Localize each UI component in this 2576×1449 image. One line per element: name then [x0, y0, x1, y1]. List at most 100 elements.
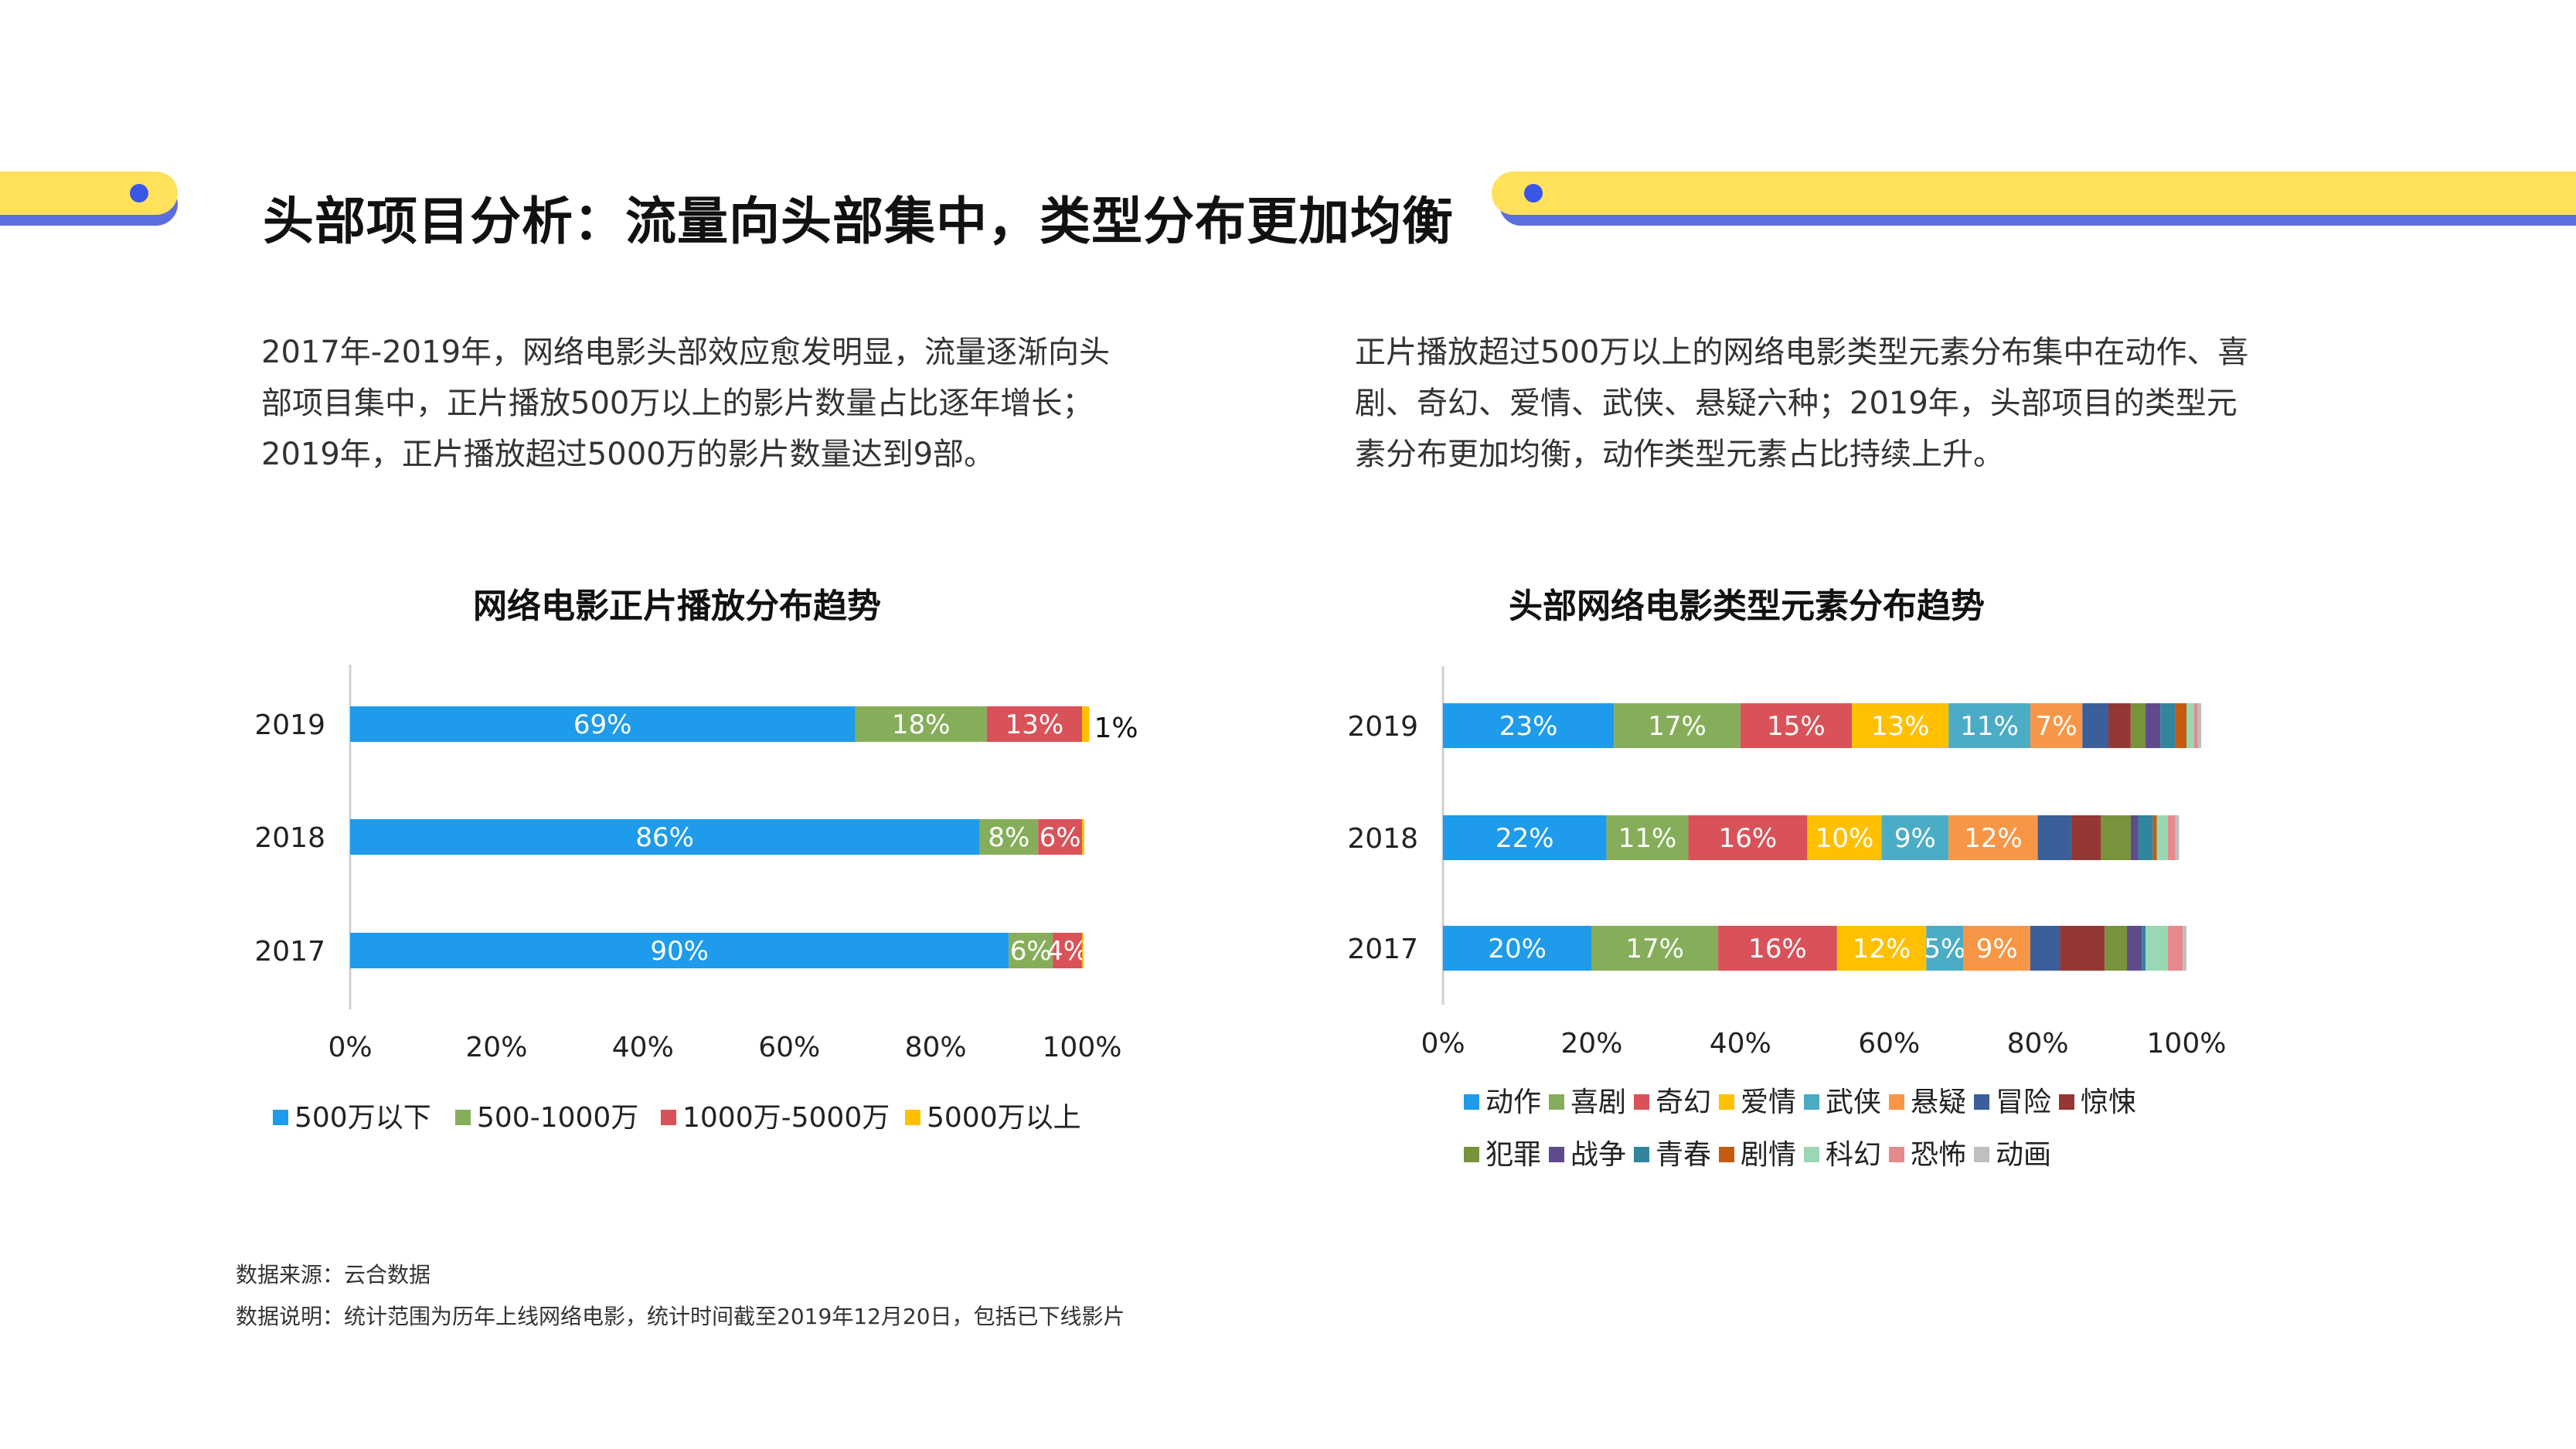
- bar-segment-2017-9: [2105, 926, 2128, 971]
- y-tick-label-2019: 2019: [1347, 711, 1418, 743]
- x-tick-label-5: 100%: [2147, 1028, 2227, 1060]
- legend-label-9: 犯罪: [1485, 1139, 1541, 1171]
- bar-segment-2017-1: [1443, 926, 1592, 971]
- bar-segment-2018-5: [1881, 815, 1949, 860]
- bar-segment-2017-14: [2167, 926, 2183, 971]
- legend-swatch-2: [1549, 1094, 1564, 1110]
- bar-segment-2017-10: [2127, 926, 2142, 971]
- bar-segment-2019-5: [1948, 703, 2030, 748]
- x-tick-label-2: 40%: [612, 1032, 674, 1063]
- playback-distribution-chart: 2019 69% 18% 13% 1%2018 86% 8% 6%2017 90% 6%4%0% 2…: [254, 665, 1138, 1134]
- data-label-2017-2: 6%: [1010, 936, 1052, 967]
- legend-label-5: 武侠: [1826, 1087, 1881, 1118]
- bar-segment-2019-1: [350, 706, 856, 742]
- legend-swatch-2: [455, 1110, 471, 1125]
- legend-swatch-1: [273, 1110, 288, 1125]
- bar-segment-2017-3: [1053, 933, 1082, 968]
- y-tick-label-2018: 2018: [1347, 823, 1418, 855]
- bar-segment-2019-10: [2146, 703, 2161, 748]
- bar-segment-2019-4: [1082, 706, 1090, 742]
- bar-segment-2018-14: [2167, 815, 2176, 860]
- legend-swatch-7: [1974, 1094, 1989, 1110]
- legend-label-6: 悬疑: [1911, 1087, 1966, 1118]
- data-label-2018-2: 8%: [988, 822, 1029, 853]
- bar-segment-2019-2: [1614, 703, 1741, 748]
- bar-segment-2018-10: [2130, 815, 2139, 860]
- data-label-2018-2: 11%: [1618, 823, 1677, 854]
- x-tick-label-0: 0%: [1421, 1028, 1465, 1060]
- bar-segment-2019-1: [1443, 703, 1615, 748]
- legend-swatch-13: [1804, 1147, 1819, 1162]
- x-tick-label-1: 20%: [1560, 1028, 1622, 1060]
- data-label-2017-3: 16%: [1748, 934, 1807, 964]
- legend-label-7: 冒险: [1996, 1087, 2051, 1118]
- bar-segment-2017-8: [2060, 926, 2105, 971]
- bar-segment-2019-6: [2030, 703, 2083, 748]
- legend-swatch-9: [1464, 1147, 1479, 1162]
- data-label-2019-2: 18%: [892, 709, 951, 740]
- data-label-2019-4: 13%: [1871, 711, 1930, 742]
- legend-label-2: 500-1000万: [477, 1102, 638, 1134]
- data-label-2017-2: 17%: [1625, 934, 1684, 964]
- data-label-2018-4: 10%: [1815, 823, 1874, 854]
- bar-segment-2019-14: [2193, 703, 2198, 748]
- bar-segment-2019-11: [2160, 703, 2176, 748]
- data-label-2018-1: 86%: [635, 822, 694, 853]
- bar-segment-2018-9: [2101, 815, 2131, 860]
- bar-segment-2017-4: [1082, 933, 1084, 968]
- bar-segment-2018-2: [979, 819, 1039, 855]
- legend-swatch-6: [1889, 1094, 1904, 1110]
- x-tick-label-4: 80%: [905, 1032, 967, 1063]
- bar-segment-2018-3: [1688, 815, 1808, 860]
- legend-swatch-5: [1804, 1094, 1819, 1110]
- legend-label-3: 1000万-5000万: [682, 1102, 890, 1134]
- bar-segment-2018-11: [2138, 815, 2153, 860]
- legend-swatch-15: [1974, 1147, 1989, 1162]
- legend-label-12: 剧情: [1741, 1139, 1796, 1171]
- left-description: 2017年-2019年，网络电影头部效应愈发明显，流量逐渐向头部项目集中，正片播…: [261, 335, 1111, 472]
- x-tick-label-0: 0%: [328, 1032, 372, 1063]
- legend-swatch-3: [661, 1110, 676, 1125]
- data-label-2019-4: 1%: [1094, 713, 1138, 744]
- data-label-2017-3: 4%: [1046, 936, 1088, 967]
- data-label-2018-3: 6%: [1040, 822, 1081, 853]
- data-label-2019-5: 11%: [1960, 711, 2019, 742]
- bar-segment-2017-13: [2146, 926, 2168, 971]
- data-label-2017-1: 90%: [650, 936, 709, 967]
- right-description: 正片播放超过500万以上的网络电影类型元素分布集中在动作、喜剧、奇幻、爱情、武侠…: [1355, 335, 2249, 472]
- data-label-2019-1: 69%: [573, 709, 632, 740]
- decoration-bar: [1492, 172, 2576, 215]
- data-label-2019-1: 23%: [1499, 711, 1558, 742]
- bar-segment-2019-3: [986, 706, 1082, 742]
- legend-swatch-1: [1464, 1094, 1479, 1110]
- legend-label-2: 喜剧: [1570, 1087, 1626, 1118]
- data-label-2019-6: 7%: [2036, 711, 2077, 742]
- bar-segment-2018-1: [1443, 815, 1607, 860]
- genre-distribution-chart: 2019 23% 17% 15% 13% 11% 7% 2018 22% 11% 16% 10% 9% 1…: [1347, 666, 2227, 1171]
- legend-label-11: 青春: [1656, 1139, 1711, 1171]
- page-title: 头部项目分析：流量向头部集中，类型分布更加均衡: [263, 192, 1454, 251]
- legend-label-1: 500万以下: [294, 1102, 431, 1134]
- header-decoration-left: [0, 172, 178, 226]
- y-tick-label-2019: 2019: [254, 709, 325, 741]
- legend-swatch-4: [1719, 1094, 1734, 1110]
- bar-segment-2019-9: [2130, 703, 2146, 748]
- legend-swatch-3: [1634, 1094, 1649, 1110]
- data-label-2018-3: 16%: [1719, 823, 1778, 854]
- legend-swatch-4: [905, 1110, 920, 1125]
- bar-segment-2018-15: [2175, 815, 2180, 860]
- legend-label-4: 爱情: [1741, 1087, 1796, 1118]
- bar-segment-2017-3: [1717, 926, 1837, 971]
- data-note: 数据说明：统计范围为历年上线网络电影，统计时间截至2019年12月20日，包括已…: [236, 1304, 1125, 1329]
- bar-segment-2017-15: [2183, 926, 2186, 971]
- bar-segment-2018-13: [2156, 815, 2168, 860]
- x-tick-label-4: 80%: [2007, 1028, 2069, 1060]
- bar-segment-2017-5: [1926, 926, 1964, 971]
- decoration-dot: [1524, 184, 1543, 202]
- data-label-2019-3: 15%: [1767, 711, 1826, 742]
- bar-segment-2017-2: [1009, 933, 1053, 968]
- legend-label-8: 惊悚: [2081, 1087, 2136, 1118]
- bar-segment-2019-2: [855, 706, 987, 742]
- legend-swatch-12: [1719, 1147, 1734, 1162]
- legend-label-14: 恐怖: [1911, 1139, 1966, 1171]
